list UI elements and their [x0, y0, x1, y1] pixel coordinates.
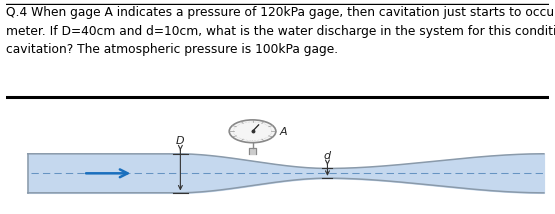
Text: A: A: [280, 127, 287, 137]
Text: D: D: [176, 136, 185, 146]
Text: Q.4 When gage A indicates a pressure of 120kPa gage, then cavitation just starts: Q.4 When gage A indicates a pressure of …: [6, 6, 555, 56]
Circle shape: [229, 120, 276, 143]
Text: d: d: [324, 151, 331, 161]
